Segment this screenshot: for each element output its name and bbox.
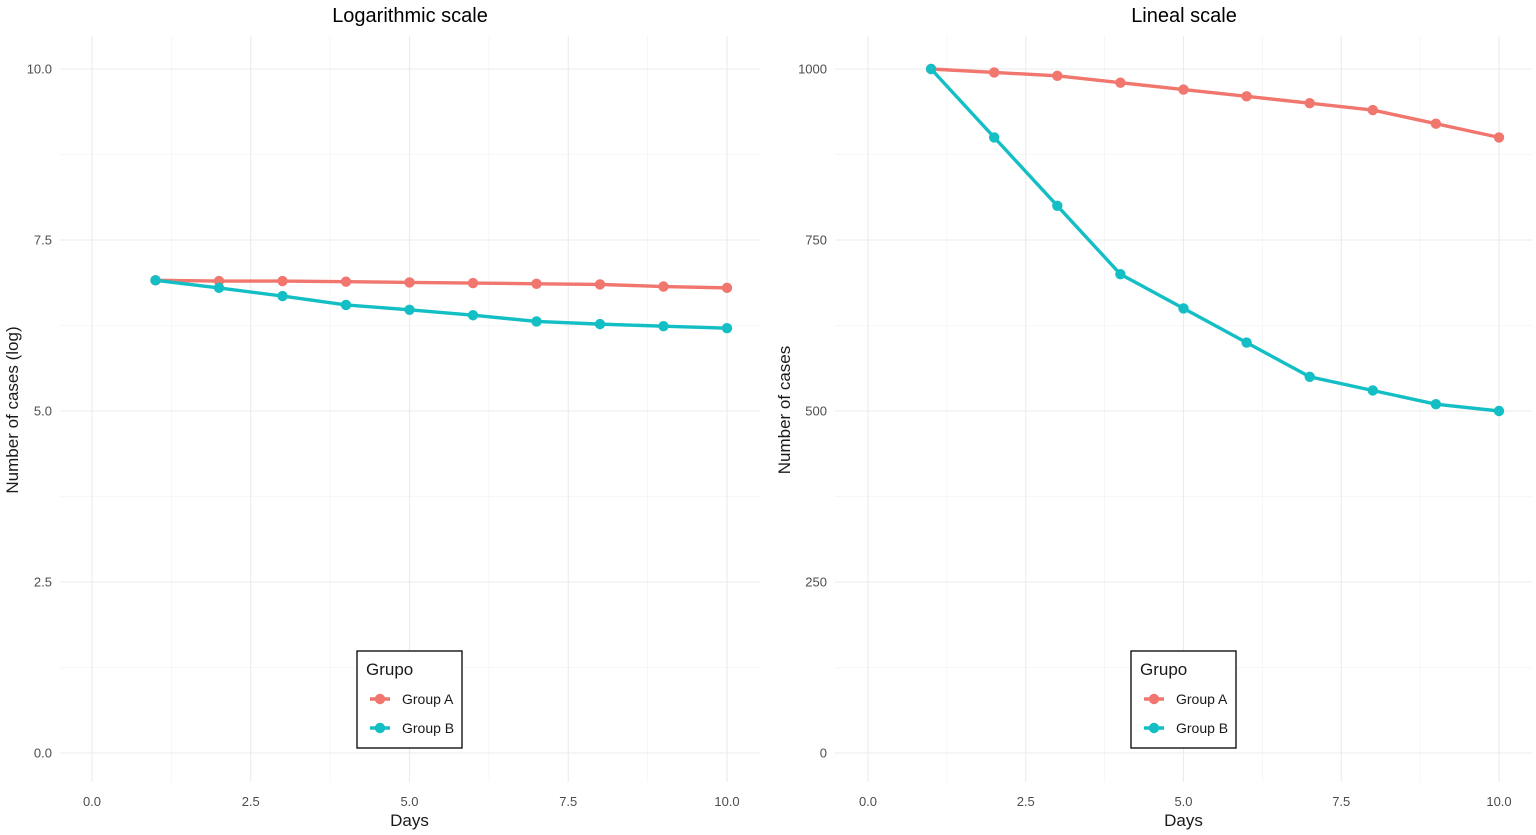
y-tick-label: 1000: [798, 62, 827, 77]
data-point-group-a: [658, 281, 669, 292]
data-point-group-a: [467, 277, 479, 289]
series-line-group-b: [153, 278, 729, 330]
data-point-group-b: [1430, 398, 1442, 410]
x-tick-label: 10.0: [714, 794, 739, 809]
y-tick-label: 7.5: [34, 233, 52, 248]
data-point-group-b: [1493, 405, 1505, 417]
chart-title: Lineal scale: [1131, 5, 1237, 27]
data-point-group-b: [989, 132, 1000, 143]
x-tick-label: 5.0: [400, 794, 418, 809]
legend: Grupo Group A Group B: [356, 650, 463, 749]
y-axis-title: Number of cases: [775, 346, 794, 475]
legend-label: Group B: [402, 720, 454, 736]
y-tick-label: 750: [805, 233, 827, 248]
x-tick-label: 7.5: [1332, 794, 1350, 809]
chart-panel-linear: 0.0 2.5 5.0 7.5 10.0 0 250 500 750 1000 Lineal sca…: [775, 5, 1532, 830]
y-tick-label: 2.5: [34, 575, 52, 590]
data-point-group-b: [467, 310, 479, 321]
x-tick-label: 2.5: [1017, 794, 1035, 809]
data-point-group-b: [1367, 385, 1379, 396]
data-point-group-a: [277, 275, 288, 287]
y-tick-label: 10.0: [27, 62, 52, 77]
data-point-group-b: [340, 299, 352, 311]
data-point-group-b: [925, 63, 937, 75]
legend-key-point: [1148, 693, 1160, 705]
legend-key-point: [374, 693, 386, 705]
y-tick-label: 250: [805, 575, 827, 590]
series-line-group-b: [929, 67, 1501, 413]
chart-panel-log: 0.0 2.5 5.0 7.5 10.0 0.0 2.5 5.0 7.5 10.0 Logarith…: [3, 5, 760, 830]
data-point-group-b: [277, 290, 288, 302]
y-axis-title: Number of cases (log): [3, 326, 22, 493]
legend-key-point: [374, 722, 386, 734]
series-line-group-a: [929, 67, 1501, 140]
data-point-group-b: [404, 304, 415, 315]
data-point-group-b: [594, 318, 606, 330]
chart-title: Logarithmic scale: [332, 5, 488, 27]
data-point-group-a: [1241, 91, 1252, 102]
data-point-group-b: [213, 282, 225, 294]
legend-title: Grupo: [366, 660, 413, 679]
x-axis-title: Days: [1164, 811, 1203, 830]
legend-label: Group B: [1176, 720, 1228, 736]
data-point-group-a: [1115, 77, 1126, 88]
data-point-group-a: [1052, 70, 1063, 82]
data-point-group-a: [340, 276, 352, 287]
x-tick-label: 5.0: [1174, 794, 1192, 809]
data-point-group-b: [721, 323, 733, 334]
legend-title: Grupo: [1140, 660, 1187, 679]
legend-label: Group A: [402, 691, 454, 707]
data-point-group-a: [1304, 98, 1315, 109]
data-point-group-b: [1304, 371, 1315, 382]
legend-key-point: [1148, 722, 1160, 734]
legend: Grupo Group A Group B: [1130, 650, 1237, 749]
data-point-group-b: [658, 320, 669, 332]
x-tick-label: 2.5: [242, 794, 260, 809]
data-point-group-a: [531, 278, 542, 289]
data-point-group-a: [1367, 104, 1379, 116]
x-tick-label: 10.0: [1486, 794, 1511, 809]
data-point-group-a: [1493, 132, 1505, 143]
data-point-group-a: [404, 277, 415, 288]
data-point-group-a: [1430, 118, 1442, 129]
series-line-group-a: [153, 278, 729, 290]
y-tick-label: 0.0: [34, 746, 52, 761]
data-point-group-b: [1178, 303, 1189, 314]
data-point-group-b: [1241, 337, 1252, 348]
x-tick-label: 0.0: [83, 794, 101, 809]
data-point-group-a: [594, 279, 606, 290]
data-point-group-b: [1052, 200, 1063, 211]
y-tick-label: 500: [805, 404, 827, 419]
x-axis-title: Days: [390, 811, 429, 830]
data-point-group-b: [531, 316, 542, 327]
data-point-group-a: [989, 67, 1000, 78]
data-point-group-a: [1178, 84, 1189, 95]
y-tick-label: 0: [820, 746, 827, 761]
data-point-group-a: [721, 282, 733, 294]
x-tick-label: 0.0: [859, 794, 877, 809]
y-tick-label: 5.0: [34, 404, 52, 419]
data-point-group-b: [150, 275, 161, 286]
x-tick-label: 7.5: [559, 794, 577, 809]
data-point-group-b: [1115, 269, 1126, 280]
legend-label: Group A: [1176, 691, 1228, 707]
